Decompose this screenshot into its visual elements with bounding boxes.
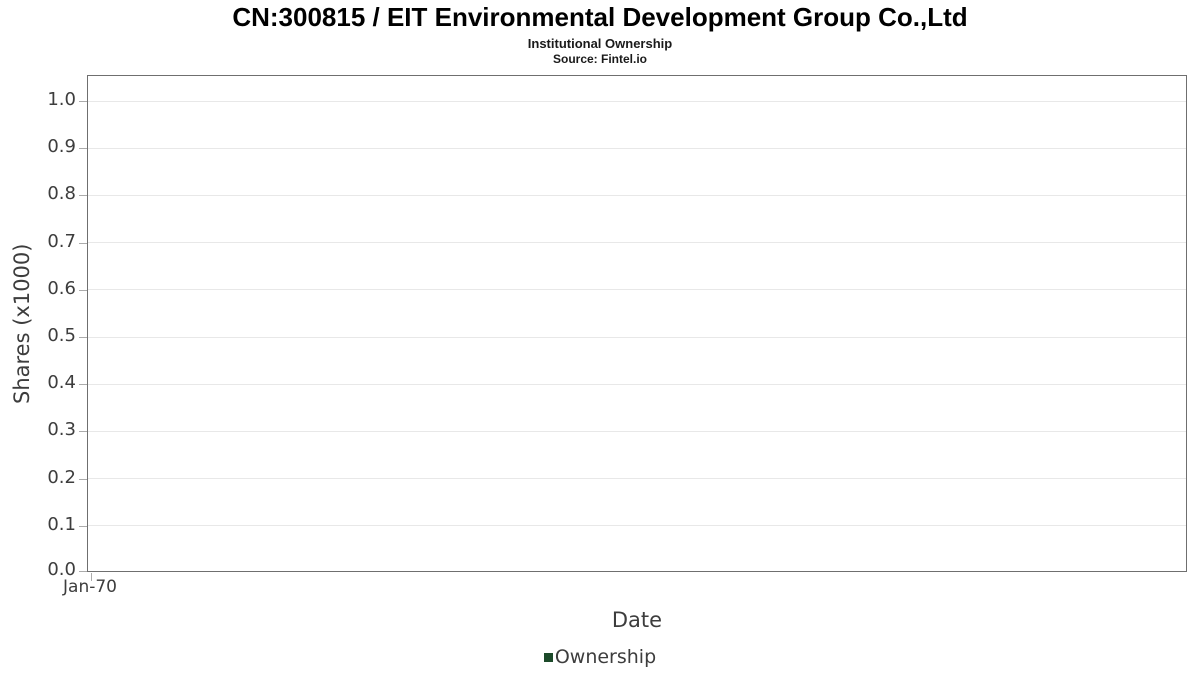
gridline-y-0.6 [88, 289, 1186, 291]
y-tick-mark-1.0 [79, 101, 87, 102]
legend-marker-square [543, 653, 553, 662]
y-tick-label-0.6: 0.6 [47, 277, 76, 299]
y-tick-mark-0.4 [79, 384, 87, 386]
plot-area [79, 75, 1187, 581]
y-tick-mark-0.8 [79, 195, 87, 197]
legend-item-ownership[interactable]: Ownership [543, 646, 657, 668]
chart-subtitle: Institutional Ownership [527, 36, 673, 51]
y-tick-mark-0.0 [79, 570, 87, 572]
legend: Ownership [0, 646, 1200, 668]
y-tick-label-0.0: 0.0 [47, 558, 76, 580]
gridline-y-0.3 [88, 430, 1186, 432]
y-tick-mark-0.6 [79, 289, 87, 291]
gridline-y-0.5 [88, 336, 1186, 338]
gridline-y-0.8 [88, 194, 1186, 196]
x-tick-label-Jan-70: Jan-70 [63, 577, 117, 597]
gridline-y-0.2 [88, 478, 1186, 480]
y-tick-mark-0.5 [79, 337, 87, 338]
y-tick-mark-0.2 [79, 478, 87, 480]
y-tick-label-0.2: 0.2 [47, 466, 76, 488]
y-tick-mark-0.7 [79, 242, 87, 244]
legend-item-label: Ownership [554, 646, 657, 668]
y-tick-mark-0.9 [79, 148, 87, 150]
y-tick-mark-0.3 [79, 431, 87, 433]
chart-title: CN:300815 / EIT Environmental Developmen… [232, 2, 968, 32]
gridline-y-1.0 [88, 100, 1186, 102]
y-tick-label-1.0: 1.0 [47, 89, 76, 110]
y-tick-label-0.5: 0.5 [47, 325, 76, 346]
x-axis-label: Date [611, 608, 663, 632]
y-tick-label-0.7: 0.7 [47, 230, 76, 252]
y-tick-label-0.1: 0.1 [47, 513, 76, 535]
gridline-y-0.1 [88, 525, 1186, 527]
gridline-y-0.4 [88, 383, 1186, 385]
y-tick-label-0.9: 0.9 [47, 136, 76, 158]
y-tick-label-0.8: 0.8 [47, 183, 76, 205]
gridline-y-0.7 [88, 242, 1186, 244]
chart-source-attribution: Source: Fintel.io [552, 52, 647, 66]
y-tick-mark-0.1 [79, 525, 87, 527]
y-tick-label-0.4: 0.4 [47, 372, 76, 394]
gridline-y-0.9 [88, 147, 1186, 149]
x-axis-label-row: Date [87, 608, 1187, 632]
x-tick-mark-Jan-70 [91, 573, 92, 581]
y-tick-label-0.3: 0.3 [47, 419, 76, 441]
